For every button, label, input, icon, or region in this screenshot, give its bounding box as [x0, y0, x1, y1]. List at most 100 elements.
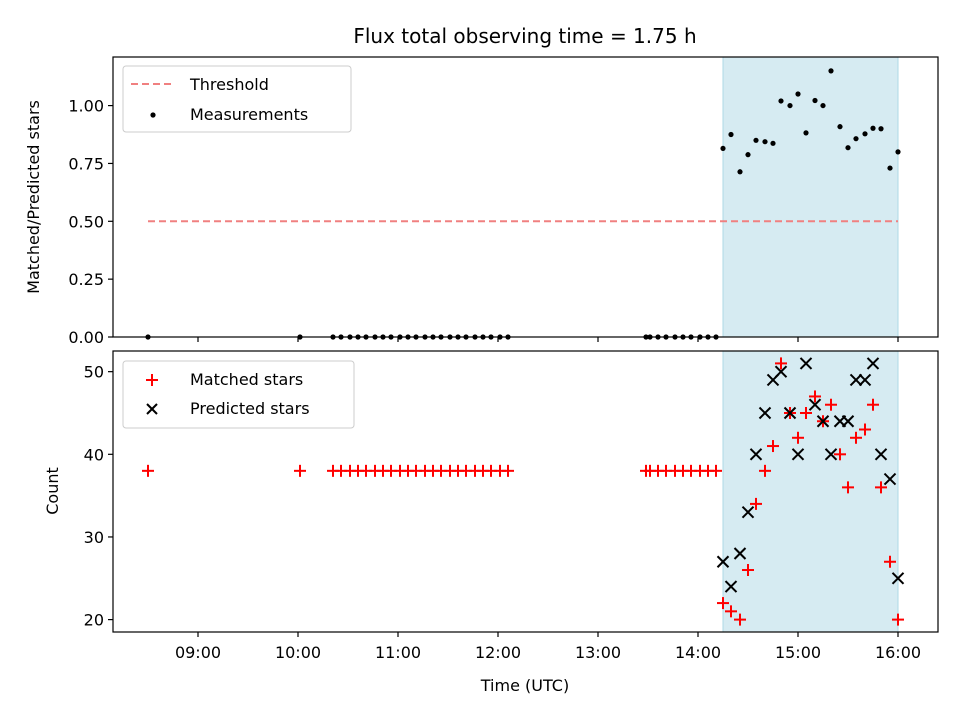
matched-star-point	[767, 440, 779, 453]
predicted-star-point	[858, 373, 872, 387]
x-tick-label: 09:00	[175, 643, 221, 662]
measurement-point	[753, 137, 759, 143]
predicted-star-point	[749, 448, 763, 461]
measurement-point	[762, 139, 768, 145]
x-tick-label: 12:00	[475, 643, 521, 662]
matched-star-point	[142, 464, 154, 477]
y-tick-label: 30	[84, 528, 104, 547]
measurement-point	[803, 130, 809, 136]
x-axis-label: Time (UTC)	[480, 676, 569, 695]
predicted-star-point	[783, 406, 797, 420]
x-tick-label: 10:00	[275, 643, 321, 662]
legend-matched-label: Matched stars	[190, 370, 303, 389]
bottom-legend-box	[122, 360, 355, 429]
matched-star-point	[867, 398, 879, 411]
measurement-point	[728, 131, 734, 138]
chart-title: Flux total observing time = 1.75 h	[353, 24, 696, 48]
measurement-point	[845, 145, 851, 151]
x-tick-label: 14:00	[675, 643, 721, 662]
matched-star-point	[742, 564, 754, 577]
matched-star-point	[800, 406, 812, 419]
matched-star-point	[710, 464, 722, 477]
matched-star-point	[792, 431, 804, 444]
matched-star-point	[759, 464, 771, 477]
predicted-star-point	[816, 415, 830, 428]
bottom-plot-frame	[112, 350, 939, 633]
y-tick-label: 0.75	[68, 154, 104, 173]
matched-star-point	[825, 398, 837, 411]
bottom-observing-window	[722, 350, 899, 633]
predicted-star-point	[874, 448, 888, 461]
y-tick-label: 0.25	[68, 270, 104, 289]
measurement-point	[787, 102, 793, 109]
predicted-star-point	[799, 357, 813, 370]
measurement-point	[837, 124, 843, 130]
measurement-point	[770, 140, 776, 146]
matched-star-point	[775, 357, 787, 370]
legend-predicted-swatch	[146, 403, 158, 415]
predicted-star-point	[791, 448, 805, 461]
predicted-star-point	[824, 448, 838, 461]
predicted-star-point	[733, 547, 747, 560]
bottom-plot: 20 30 40 50 09:00 10:00 11:00 12:00 13:00 14:00 1…	[43, 350, 939, 695]
bottom-y-axis-label: Count	[43, 467, 62, 515]
matched-star-point	[859, 423, 871, 436]
measurement-point	[812, 97, 818, 104]
measurement-point	[862, 131, 868, 137]
measurement-point	[795, 91, 801, 97]
top-plot-frame	[112, 56, 939, 338]
x-tick-label: 15:00	[775, 643, 821, 662]
legend-predicted-label: Predicted stars	[190, 399, 310, 418]
measurement-point	[870, 125, 876, 131]
measurement-point	[853, 136, 859, 142]
matched-star-point	[734, 613, 746, 626]
predicted-star-point	[724, 580, 738, 593]
top-observing-window	[722, 56, 899, 338]
y-tick-label: 1.00	[68, 97, 104, 116]
predicted-star-point	[774, 365, 788, 378]
predicted-star-point	[883, 472, 897, 486]
predicted-star-point	[841, 415, 855, 428]
predicted-star-point	[741, 505, 755, 519]
matched-star-point	[294, 464, 306, 477]
matched-star-point	[502, 464, 514, 477]
predicted-star-point	[808, 398, 822, 411]
matched-star-point	[850, 431, 862, 444]
matched-star-point	[875, 481, 887, 494]
y-tick-label: 40	[84, 445, 104, 464]
predicted-star-point	[866, 357, 880, 370]
x-tick-label: 13:00	[575, 643, 621, 662]
count-points	[142, 357, 905, 626]
measurement-point	[737, 169, 743, 175]
matched-star-point	[834, 448, 846, 461]
bottom-x-ticks: 09:00 10:00 11:00 12:00 13:00 14:00 15:00 16:00	[175, 632, 921, 662]
predicted-star-point	[758, 406, 772, 420]
predicted-star-point	[891, 572, 905, 585]
y-tick-label: 20	[84, 611, 104, 630]
measurement-point	[895, 149, 901, 155]
top-x-ticks	[197, 337, 899, 342]
top-legend: Threshold Measurements	[122, 65, 352, 133]
top-plot: 0.00 0.25 0.50 0.75 1.00 Matched/Predicted s…	[24, 56, 939, 347]
y-tick-label: 0.00	[68, 328, 104, 347]
measurement-point	[745, 152, 751, 158]
matched-star-point	[884, 555, 896, 568]
matched-star-point	[809, 390, 821, 403]
legend-measurements-swatch	[150, 112, 156, 118]
measurement-point	[878, 126, 884, 132]
legend-threshold-label: Threshold	[189, 75, 269, 94]
matched-star-point	[750, 497, 762, 510]
y-tick-label: 50	[84, 363, 104, 382]
matched-star-point	[717, 597, 729, 610]
matched-star-point	[892, 613, 904, 626]
measurement-point	[828, 68, 834, 74]
measurement-point	[887, 165, 893, 171]
y-tick-label: 0.50	[68, 212, 104, 231]
measurement-point	[720, 145, 726, 152]
top-y-axis-label: Matched/Predicted stars	[24, 100, 43, 294]
top-legend-box	[122, 65, 352, 133]
measurement-point	[778, 98, 784, 104]
top-y-ticks: 0.00 0.25 0.50 0.75 1.00	[68, 97, 113, 347]
legend-measurements-label: Measurements	[190, 105, 308, 124]
